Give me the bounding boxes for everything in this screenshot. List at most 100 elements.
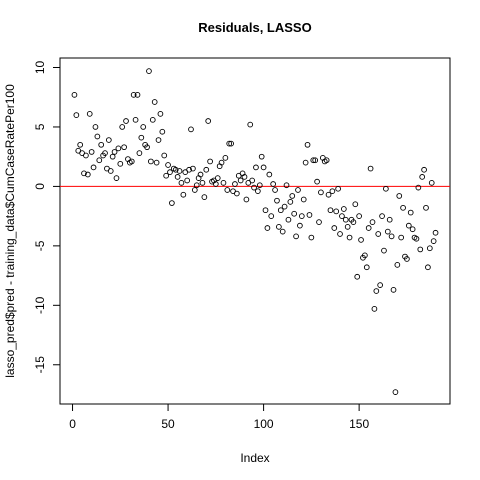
point <box>98 141 105 148</box>
point <box>96 157 103 164</box>
y-tick-label: 10 <box>33 61 47 75</box>
point <box>316 219 322 225</box>
point <box>153 159 160 166</box>
point <box>256 182 263 189</box>
point <box>325 191 332 198</box>
point <box>318 189 324 196</box>
point <box>302 159 309 166</box>
point <box>243 196 250 203</box>
point <box>186 166 192 173</box>
point <box>121 144 127 151</box>
point <box>159 128 166 135</box>
point <box>428 179 435 186</box>
point <box>398 234 405 241</box>
point <box>218 159 225 166</box>
point <box>119 124 126 130</box>
point <box>144 144 150 151</box>
point <box>404 256 410 262</box>
point <box>415 184 422 191</box>
point <box>377 282 383 288</box>
point <box>83 152 89 159</box>
point <box>249 177 255 184</box>
point <box>373 288 380 294</box>
point <box>375 231 382 237</box>
point <box>327 207 334 214</box>
point <box>276 223 282 230</box>
point <box>333 208 340 215</box>
point <box>298 213 305 219</box>
point <box>344 223 351 230</box>
point <box>86 111 93 117</box>
point <box>365 225 372 231</box>
point <box>149 116 156 123</box>
point <box>354 273 361 280</box>
point <box>352 201 359 208</box>
point <box>107 168 114 174</box>
point <box>105 137 112 143</box>
point <box>220 179 227 186</box>
point <box>214 175 221 181</box>
point <box>379 213 385 219</box>
point <box>306 212 313 218</box>
point <box>281 203 288 210</box>
point <box>212 181 219 187</box>
point <box>390 287 397 293</box>
point <box>426 245 433 252</box>
point <box>102 150 108 156</box>
x-axis-label: Index <box>240 451 269 465</box>
point <box>201 194 208 200</box>
point <box>384 228 391 235</box>
y-tick-label: 5 <box>33 123 47 130</box>
point <box>207 158 213 165</box>
point <box>224 187 231 193</box>
point <box>241 174 248 180</box>
point <box>274 197 280 204</box>
y-tick-label: -10 <box>33 296 47 314</box>
point <box>388 233 395 240</box>
point <box>383 185 389 192</box>
point <box>155 137 162 143</box>
point <box>350 219 357 225</box>
point <box>295 187 301 193</box>
point <box>176 168 183 174</box>
point <box>163 172 170 179</box>
point <box>92 124 99 130</box>
point <box>394 262 401 268</box>
point <box>233 190 240 197</box>
point <box>421 166 427 173</box>
plot-frame <box>59 57 451 405</box>
point <box>405 222 412 229</box>
point <box>346 234 353 241</box>
point <box>287 199 294 205</box>
point <box>251 184 257 191</box>
point <box>203 166 210 173</box>
point <box>363 264 370 271</box>
point <box>237 177 244 184</box>
point <box>430 238 437 244</box>
point <box>358 237 364 243</box>
point <box>138 134 145 141</box>
point <box>283 182 290 189</box>
point <box>151 99 158 105</box>
point <box>362 252 368 259</box>
point <box>146 68 152 74</box>
y-axis-label: lasso_pred$pred - training_data$CumCaseR… <box>3 84 17 378</box>
point <box>289 193 296 199</box>
point <box>94 133 101 140</box>
x-tick-label: 0 <box>69 417 76 431</box>
point <box>117 160 124 167</box>
point <box>260 164 267 171</box>
point <box>81 170 87 177</box>
point <box>232 181 238 187</box>
point <box>314 178 320 185</box>
point <box>400 204 406 211</box>
point <box>77 141 84 148</box>
chart-title: Residuals, LASSO <box>198 20 311 35</box>
x-tick-label: 100 <box>254 417 274 431</box>
point <box>308 234 315 241</box>
point <box>369 219 376 225</box>
point <box>228 140 234 147</box>
point <box>417 246 424 253</box>
point <box>279 228 286 235</box>
point <box>71 92 78 98</box>
